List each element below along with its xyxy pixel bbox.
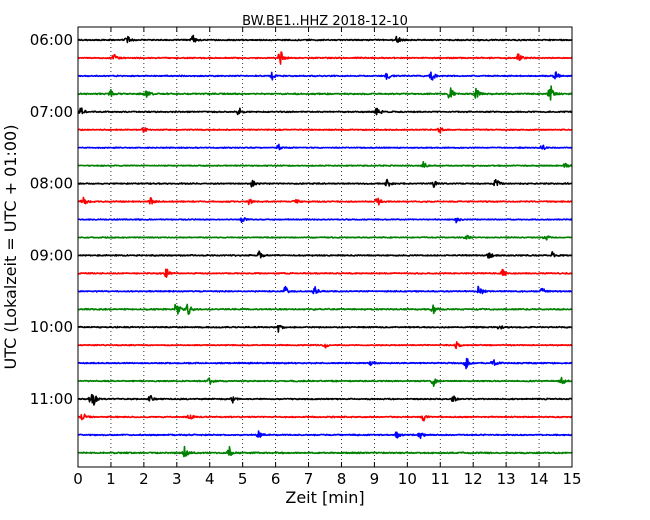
trace-1030 bbox=[77, 357, 573, 370]
x-tick-label-13: 13 bbox=[497, 470, 516, 488]
trace-0815 bbox=[77, 196, 573, 206]
y-tick-label-4: 10:00 bbox=[30, 318, 73, 336]
x-tick-label-10: 10 bbox=[398, 470, 417, 488]
x-axis-ticks: 0 1 2 3 4 5 6 7 8 9 10 11 12 13 14 15 bbox=[73, 27, 582, 488]
trace-1045 bbox=[77, 376, 573, 387]
y-tick-label-0: 06:00 bbox=[30, 31, 73, 49]
x-tick-label-5: 5 bbox=[238, 470, 248, 488]
y-tick-label-3: 09:00 bbox=[30, 246, 73, 264]
trace-0845 bbox=[77, 234, 573, 241]
y-tick-label-2: 08:00 bbox=[30, 175, 73, 193]
x-tick-label-9: 9 bbox=[370, 470, 380, 488]
trace-0645 bbox=[77, 85, 573, 101]
x-axis-label: Zeit [min] bbox=[285, 488, 364, 507]
x-grid bbox=[110, 27, 540, 467]
trace-1100 bbox=[77, 393, 573, 406]
trace-0945 bbox=[77, 303, 573, 315]
trace-0745 bbox=[77, 161, 573, 168]
y-tick-label-5: 11:00 bbox=[30, 390, 73, 408]
trace-0900 bbox=[77, 250, 573, 259]
x-tick-label-1: 1 bbox=[106, 470, 116, 488]
x-tick-label-15: 15 bbox=[562, 470, 581, 488]
x-tick-label-3: 3 bbox=[172, 470, 182, 488]
x-tick-label-0: 0 bbox=[73, 470, 83, 488]
seismic-traces bbox=[77, 34, 573, 458]
y-axis-label: UTC (Lokalzeit = UTC + 01:00) bbox=[1, 125, 20, 370]
trace-0915 bbox=[77, 268, 573, 279]
x-tick-label-12: 12 bbox=[464, 470, 483, 488]
trace-0930 bbox=[77, 285, 573, 295]
chart-title: BW.BE1..HHZ 2018-12-10 bbox=[242, 14, 408, 29]
y-tick-label-1: 07:00 bbox=[30, 103, 73, 121]
trace-1000 bbox=[77, 324, 573, 333]
trace-0715 bbox=[77, 127, 573, 134]
x-tick-label-8: 8 bbox=[337, 470, 347, 488]
x-tick-label-2: 2 bbox=[139, 470, 149, 488]
trace-0630 bbox=[77, 71, 573, 81]
trace-0730 bbox=[77, 143, 573, 151]
y-axis-ticks: 06:00 07:00 08:00 09:00 10:00 11:00 bbox=[30, 31, 83, 408]
x-tick-label-4: 4 bbox=[205, 470, 215, 488]
x-tick-label-14: 14 bbox=[530, 470, 549, 488]
trace-0800 bbox=[77, 178, 573, 188]
x-tick-label-11: 11 bbox=[431, 470, 450, 488]
trace-0830 bbox=[77, 217, 573, 224]
trace-1115 bbox=[77, 413, 573, 422]
trace-1130 bbox=[77, 430, 573, 440]
trace-1145 bbox=[77, 445, 573, 458]
trace-0700 bbox=[77, 107, 573, 116]
x-tick-label-6: 6 bbox=[271, 470, 281, 488]
x-tick-label-7: 7 bbox=[304, 470, 314, 488]
trace-1015 bbox=[77, 341, 573, 350]
trace-0615 bbox=[77, 51, 573, 65]
trace-0600 bbox=[77, 34, 573, 44]
plot-frame bbox=[77, 26, 573, 468]
